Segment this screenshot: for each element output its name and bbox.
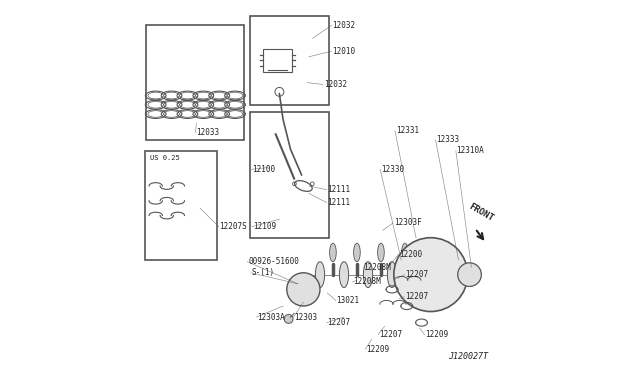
Text: 12032: 12032 xyxy=(332,21,355,30)
Bar xyxy=(147,25,244,140)
Text: 12208M: 12208M xyxy=(364,263,391,272)
Circle shape xyxy=(428,240,434,246)
Ellipse shape xyxy=(378,243,384,262)
Text: 12331: 12331 xyxy=(396,126,419,135)
Text: 12333: 12333 xyxy=(436,135,460,144)
Text: 12208M: 12208M xyxy=(353,278,381,286)
Ellipse shape xyxy=(364,262,372,288)
Circle shape xyxy=(428,303,434,309)
Circle shape xyxy=(287,273,320,306)
Text: 12032: 12032 xyxy=(324,80,347,89)
Text: 12330: 12330 xyxy=(381,165,404,174)
Bar xyxy=(263,49,292,71)
Circle shape xyxy=(294,280,312,299)
Text: 12100: 12100 xyxy=(252,165,275,174)
Circle shape xyxy=(406,250,412,255)
Text: S-(1): S-(1) xyxy=(252,268,275,277)
Text: 12207: 12207 xyxy=(379,330,402,339)
Ellipse shape xyxy=(316,262,324,288)
Circle shape xyxy=(300,286,307,293)
Ellipse shape xyxy=(339,262,349,288)
Circle shape xyxy=(450,250,456,255)
Text: 12209: 12209 xyxy=(366,345,389,354)
Text: J120027T: J120027T xyxy=(448,352,488,361)
Circle shape xyxy=(460,273,464,276)
Text: 12303A: 12303A xyxy=(257,312,285,321)
Text: 12310A: 12310A xyxy=(456,147,484,155)
Text: 12111: 12111 xyxy=(328,198,351,207)
Text: 12209: 12209 xyxy=(425,330,449,339)
Ellipse shape xyxy=(387,262,397,288)
Circle shape xyxy=(284,314,293,323)
Text: 12200: 12200 xyxy=(399,250,422,259)
Text: 12207S: 12207S xyxy=(220,222,247,231)
Text: 12109: 12109 xyxy=(253,222,276,231)
Text: US 0.25: US 0.25 xyxy=(150,155,180,161)
Text: FRONT: FRONT xyxy=(468,202,495,223)
Bar xyxy=(145,151,216,260)
Bar xyxy=(250,16,329,105)
Ellipse shape xyxy=(401,243,408,262)
Text: 12010: 12010 xyxy=(332,47,355,56)
Circle shape xyxy=(468,280,472,284)
Ellipse shape xyxy=(353,243,360,262)
Text: 12111: 12111 xyxy=(328,185,351,194)
Circle shape xyxy=(475,273,479,276)
Circle shape xyxy=(458,263,481,286)
Ellipse shape xyxy=(412,262,420,288)
Text: 13021: 13021 xyxy=(337,296,360,305)
Circle shape xyxy=(396,272,403,278)
Text: 00926-51600: 00926-51600 xyxy=(248,257,299,266)
Bar xyxy=(250,112,329,238)
Circle shape xyxy=(468,265,472,269)
Ellipse shape xyxy=(330,243,336,262)
Text: 12033: 12033 xyxy=(196,128,220,137)
Text: 12303F: 12303F xyxy=(394,218,422,227)
Text: 12303: 12303 xyxy=(294,312,317,321)
Circle shape xyxy=(394,238,468,311)
Circle shape xyxy=(450,294,456,300)
Text: 12207: 12207 xyxy=(405,270,428,279)
Text: 12207: 12207 xyxy=(405,292,428,301)
Circle shape xyxy=(406,294,412,300)
Circle shape xyxy=(459,272,465,278)
Text: 12207: 12207 xyxy=(328,318,351,327)
